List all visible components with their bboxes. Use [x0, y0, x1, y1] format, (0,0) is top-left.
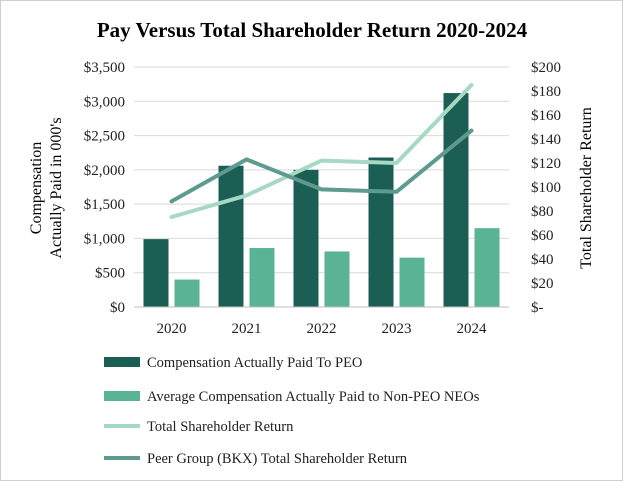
right-tick-label: $120 — [531, 156, 561, 172]
right-axis-label: Total Shareholder Return — [578, 107, 595, 269]
x-tick-label-2022: 2022 — [307, 321, 337, 337]
left-axis-ticks: $0 $500 $1,000 $1,500 $2,000 $2,500 $3,000 $3,5… — [84, 60, 125, 316]
left-tick-label: $3,000 — [84, 94, 125, 110]
left-tick-label: $500 — [95, 266, 125, 282]
bar-non-peo-2024 — [474, 228, 500, 307]
bar-non-peo-2022 — [324, 251, 350, 307]
legend-swatch-non-peo — [104, 391, 140, 401]
bar-non-peo-2021 — [249, 248, 275, 307]
chart-title: Pay Versus Total Shareholder Return 2020… — [97, 18, 528, 42]
x-axis-ticks: 2020 2021 2022 2023 2024 — [134, 306, 509, 337]
legend: Compensation Actually Paid To PEO Averag… — [104, 355, 480, 467]
legend-label-non-peo: Average Compensation Actually Paid to No… — [147, 389, 480, 405]
right-tick-label: $20 — [531, 276, 554, 292]
bar-peo-2022 — [293, 169, 319, 307]
bar-non-peo-2023 — [399, 257, 425, 307]
left-tick-label: $1,000 — [84, 231, 125, 247]
bar-peo-2024 — [443, 93, 469, 307]
left-tick-label: $3,500 — [84, 60, 125, 76]
bar-peo-2021 — [218, 165, 244, 307]
x-tick-label-2021: 2021 — [232, 321, 262, 337]
right-tick-label: $140 — [531, 132, 561, 148]
right-tick-label: $200 — [531, 60, 561, 76]
lines — [169, 83, 474, 219]
left-tick-label: $2,000 — [84, 163, 125, 179]
gridlines — [134, 66, 509, 308]
bar-peo-2023 — [368, 157, 394, 307]
legend-swatch-peo — [104, 357, 140, 367]
bar-peo-2020 — [143, 239, 169, 307]
left-tick-label: $2,500 — [84, 129, 125, 145]
right-tick-label: $40 — [531, 252, 554, 268]
right-tick-label: $60 — [531, 228, 554, 244]
right-tick-label: $100 — [531, 180, 561, 196]
x-tick-label-2020: 2020 — [157, 321, 187, 337]
left-tick-label: $1,500 — [84, 197, 125, 213]
legend-label-peo: Compensation Actually Paid To PEO — [147, 355, 362, 371]
bars — [143, 93, 500, 307]
left-axis-label-line2: Actually Paid in 000's — [48, 117, 65, 258]
right-tick-label: $160 — [531, 108, 561, 124]
right-axis-ticks: $- $20 $40 $60 $80 $100 $120 $140 $160 $180 $200 — [531, 60, 561, 316]
right-tick-label: $180 — [531, 84, 561, 100]
left-axis-label-line1: Compensation — [28, 142, 45, 234]
right-tick-label: $80 — [531, 204, 554, 220]
line-tsr — [169, 83, 474, 219]
x-tick-label-2023: 2023 — [382, 321, 412, 337]
legend-label-peer-tsr: Peer Group (BKX) Total Shareholder Retur… — [147, 451, 408, 467]
legend-label-tsr: Total Shareholder Return — [147, 419, 294, 435]
bar-non-peo-2020 — [174, 279, 200, 307]
line-peer-tsr — [169, 128, 474, 204]
right-tick-label: $- — [531, 300, 544, 316]
x-tick-label-2024: 2024 — [457, 321, 488, 337]
left-tick-label: $0 — [110, 300, 125, 316]
